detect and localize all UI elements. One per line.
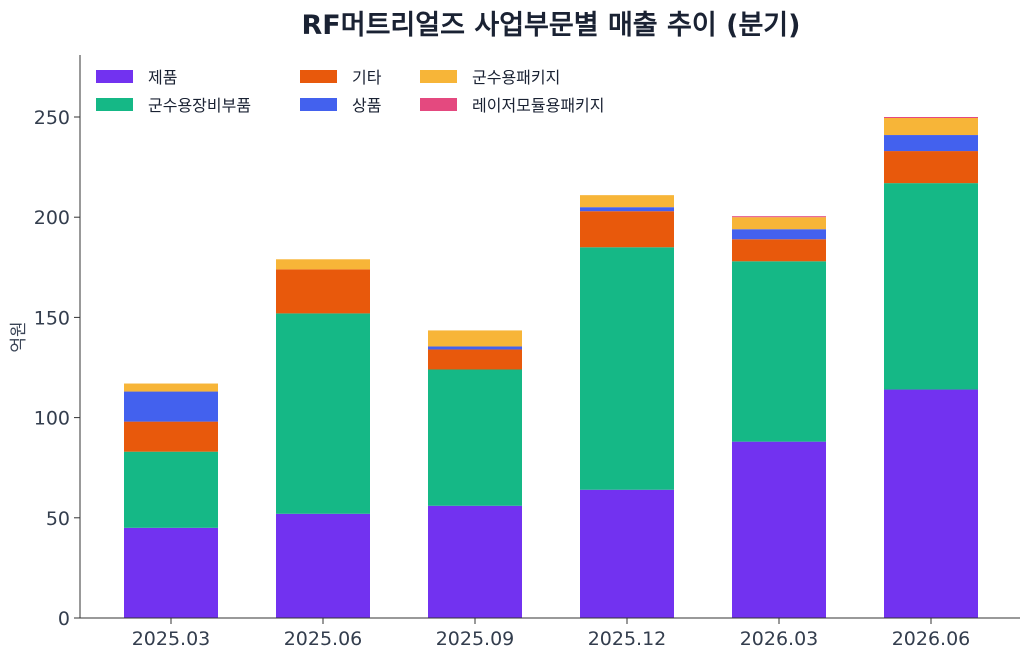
legend-label: 레이저모듈용패키지 [472,96,604,115]
x-tick-label: 2026.03 [740,628,819,650]
bar-segment [428,505,522,618]
bar-segment [276,269,370,314]
bar-segment [732,216,826,218]
bar-segment [580,211,674,248]
y-axis-label: 억원 [9,321,29,352]
y-tick-label: 100 [34,408,70,430]
x-tick-label: 2026.06 [892,628,971,650]
bar-segment [732,229,826,240]
x-tick-label: 2025.06 [284,628,363,650]
legend-label: 군수용장비부품 [148,96,251,115]
bar-segment [428,369,522,506]
legend-item: 기타 [300,68,382,87]
plot-area: 38%33%13%13%29%56%12%39%47%31%57%44%45%4… [124,117,978,618]
legend-label: 제품 [148,68,177,87]
bar-segment [124,421,218,452]
x-tick-label: 2025.03 [132,628,211,650]
legend-swatch [300,70,337,83]
legend-item: 군수용패키지 [420,68,560,87]
axes [79,55,1020,619]
legend-label: 상품 [352,96,381,115]
bar-segment [580,247,674,490]
bar-segment [428,346,522,350]
legend-swatch [420,70,457,83]
bar-segment [276,259,370,270]
bar-segment [428,349,522,370]
bar-segment [580,207,674,212]
data-labels: 38%33%13%13%29%56%12%39%47%31%57%44%45%4… [148,276,954,587]
bar-segment [732,239,826,262]
legend-item: 상품 [300,96,381,115]
y-tick-label: 150 [34,307,70,329]
x-tick-label: 2025.09 [436,628,515,650]
bar-segment [276,313,370,514]
x-ticks: 2025.03 2025.06 2025.09 2025.12 2026.03 2026.… [132,618,971,650]
y-ticks: 0 50 100 150 200 250 [34,107,80,630]
bar-segment [580,195,674,208]
legend-label: 기타 [352,68,382,87]
bar-segment [124,383,218,392]
chart-title: RF머트리얼즈 사업부문별 매출 추이 (분기) [302,10,801,41]
bar-segment [732,217,826,230]
x-tick-label: 2025.12 [588,628,667,650]
legend-label: 군수용패키지 [472,68,560,87]
bar-segment [276,513,370,618]
bar-segment [580,489,674,618]
legend-item: 제품 [96,68,177,87]
legend-swatch [300,98,337,111]
y-tick-label: 200 [34,207,70,229]
bar-segment [732,261,826,442]
bar-segment [884,151,978,184]
legend-swatch [96,98,133,111]
legend-swatch [420,98,457,111]
bar-segment [884,389,978,618]
legend-swatch [96,70,133,83]
bar-segment [124,451,218,528]
bar-segment [884,183,978,390]
bar-segment [884,118,978,136]
bar-segment [428,330,522,347]
bar-segment [124,391,218,422]
legend-item: 레이저모듈용패키지 [420,96,604,115]
y-tick-label: 50 [46,508,70,530]
bar-segment [732,441,826,618]
bar-segment [884,117,978,119]
bar-segment [884,135,978,152]
legend-item: 군수용장비부품 [96,96,251,115]
y-tick-label: 250 [34,107,70,129]
bar-segment [124,527,218,618]
y-tick-label: 0 [58,608,70,630]
